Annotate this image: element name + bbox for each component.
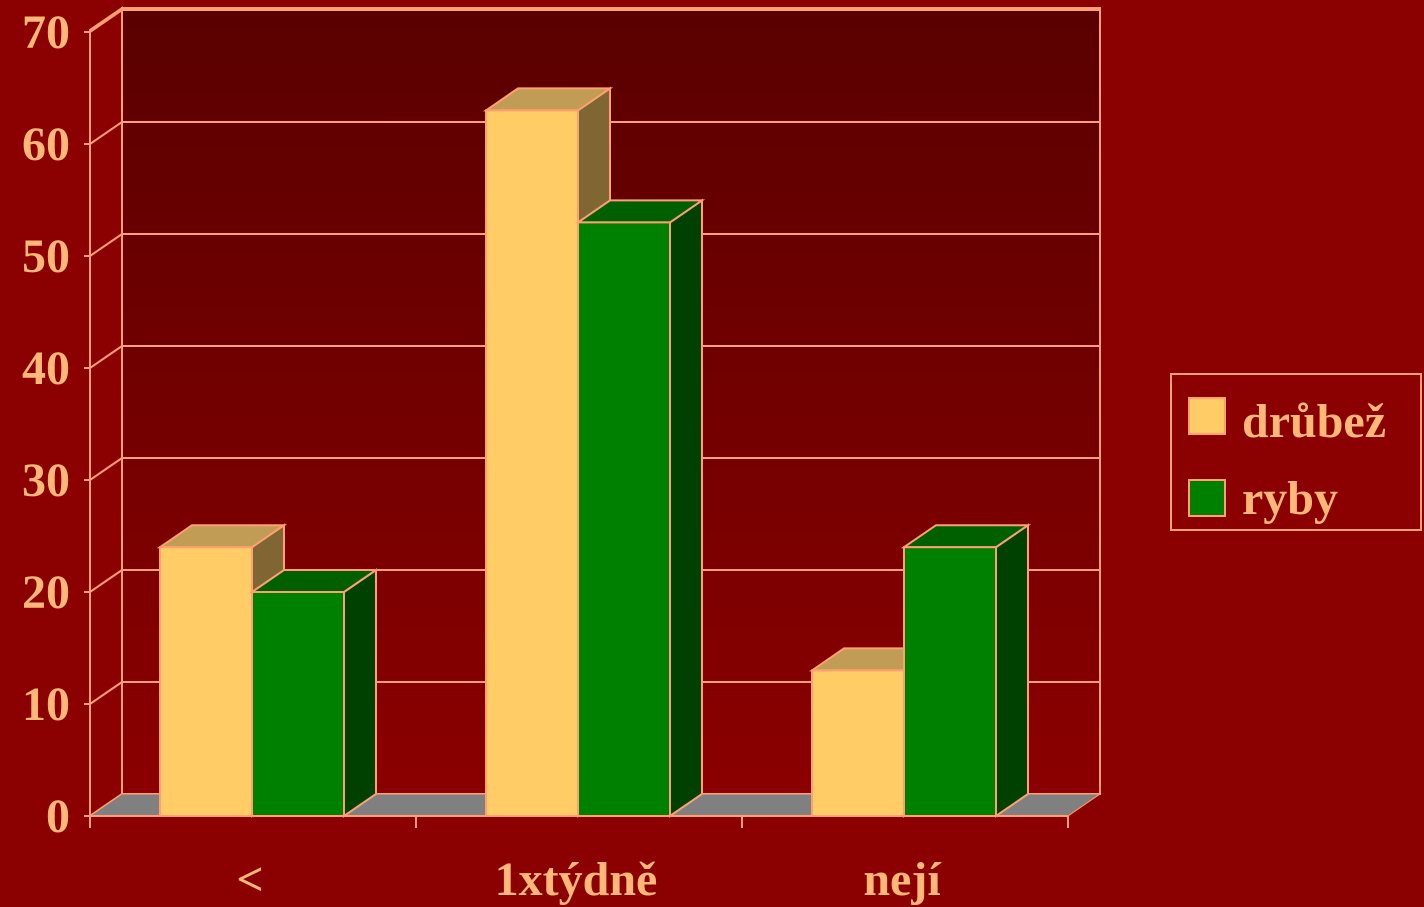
legend: drůbež ryby xyxy=(1170,373,1422,531)
bar-front xyxy=(485,109,579,817)
legend-box xyxy=(1170,373,1422,531)
gridline-side xyxy=(89,681,123,705)
x-tick-label: 1xtýdně xyxy=(495,853,658,906)
y-tick-label: 30 xyxy=(22,454,70,507)
bar-side xyxy=(995,523,1029,818)
gridline-side xyxy=(89,457,123,481)
bar-front xyxy=(811,669,905,818)
legend-label-drubez: drůbež xyxy=(1242,395,1386,448)
y-tick-label: 10 xyxy=(22,678,70,731)
bar-front xyxy=(159,546,253,817)
y-tick-label: 50 xyxy=(22,230,70,283)
y-tick-label: 20 xyxy=(22,566,70,619)
y-tick-label: 0 xyxy=(46,790,70,843)
x-tick-label: < xyxy=(236,853,263,906)
legend-swatch-ryby xyxy=(1188,479,1226,517)
bar-front xyxy=(903,546,997,817)
side-wall xyxy=(89,6,123,818)
gridline-side xyxy=(89,345,123,369)
gridline-side xyxy=(89,233,123,257)
legend-swatch-drubez xyxy=(1188,397,1226,435)
bar-side xyxy=(669,198,703,818)
bar xyxy=(574,198,706,818)
bar-front xyxy=(251,591,345,817)
x-tick-label: nejí xyxy=(863,853,941,906)
y-tick-label: 40 xyxy=(22,342,70,395)
legend-label-ryby: ryby xyxy=(1242,472,1338,525)
y-tick-label: 60 xyxy=(22,118,70,171)
bar xyxy=(900,523,1032,818)
y-tick-label: 70 xyxy=(22,6,70,59)
bar-side xyxy=(343,568,377,818)
bar xyxy=(248,568,380,818)
gridline-side xyxy=(89,9,123,33)
bar-front xyxy=(577,221,671,817)
gridline-side xyxy=(89,121,123,145)
gridline-side xyxy=(89,569,123,593)
